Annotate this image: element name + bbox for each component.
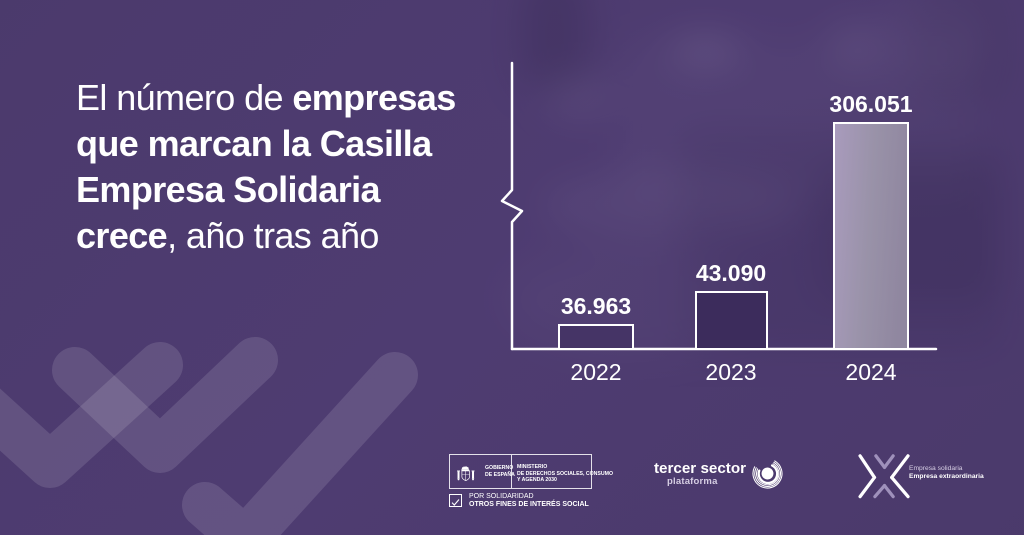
svg-text:2023: 2023 (705, 359, 756, 385)
svg-text:306.051: 306.051 (829, 91, 912, 117)
svg-text:36.963: 36.963 (561, 293, 631, 319)
svg-text:2022: 2022 (570, 359, 621, 385)
svg-text:2024: 2024 (845, 359, 896, 385)
svg-text:43.090: 43.090 (696, 260, 766, 286)
